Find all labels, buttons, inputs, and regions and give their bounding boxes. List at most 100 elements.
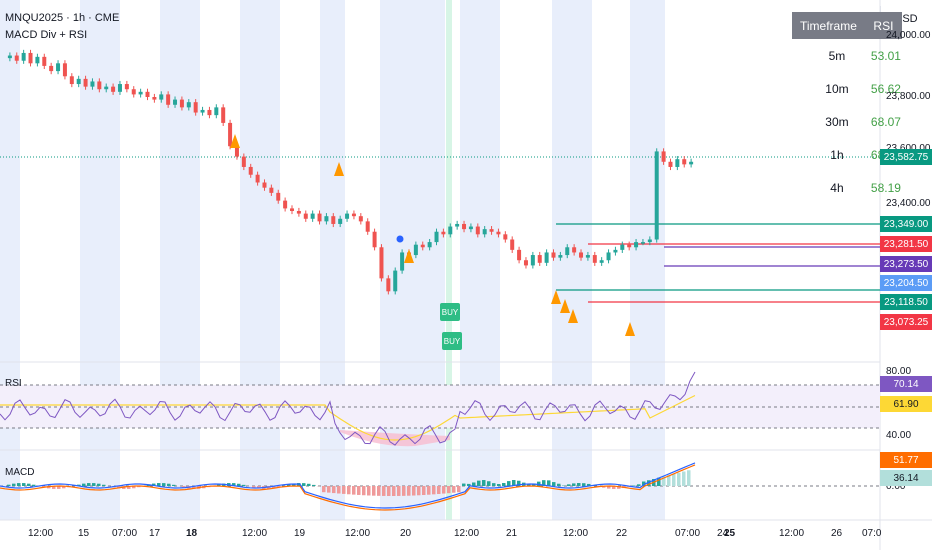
candle-body bbox=[647, 239, 652, 243]
rsi-value-cell: 58.19 bbox=[870, 180, 901, 195]
macd-histogram-bar bbox=[167, 483, 171, 486]
price-tick: 24,000.00 bbox=[886, 30, 931, 41]
table-row: 30m 68.07 bbox=[792, 105, 902, 138]
macd-histogram-bar bbox=[582, 483, 586, 486]
candle-body bbox=[303, 213, 308, 219]
macd-histogram-bar bbox=[252, 486, 256, 488]
macd-histogram-bar bbox=[557, 483, 561, 486]
candle-body bbox=[365, 221, 370, 232]
candle-body bbox=[221, 107, 226, 123]
macd-histogram-bar bbox=[372, 486, 376, 496]
candle-body bbox=[537, 255, 542, 263]
macd-histogram-bar bbox=[687, 470, 691, 486]
macd-histogram-bar bbox=[412, 486, 416, 496]
rsi-tick: 80.00 bbox=[886, 366, 912, 377]
rsi-value-cell: 68.07 bbox=[870, 114, 901, 129]
macd-histogram-bar bbox=[137, 486, 141, 488]
candle-body bbox=[413, 244, 418, 256]
macd-histogram-bar bbox=[352, 486, 356, 495]
rsi-value-cell: 53.01 bbox=[870, 48, 901, 63]
candle-body bbox=[613, 249, 618, 253]
candle-body bbox=[503, 234, 508, 240]
timeframe-cell: 30m bbox=[825, 114, 849, 129]
candle-body bbox=[640, 242, 645, 244]
timeframe-cell: 4h bbox=[830, 180, 844, 195]
candle-body bbox=[468, 226, 473, 230]
macd-histogram-bar bbox=[672, 474, 676, 486]
macd-histogram-bar bbox=[382, 486, 386, 496]
candle-body bbox=[83, 78, 88, 87]
macd-histogram-bar bbox=[42, 486, 46, 488]
macd-histogram-bar bbox=[27, 483, 31, 486]
macd-histogram-bar bbox=[12, 483, 16, 486]
macd-histogram-bar bbox=[452, 486, 456, 493]
indicator-title[interactable]: MACD Div + RSI bbox=[5, 29, 88, 41]
signal-line bbox=[0, 464, 696, 511]
rsi-value-cell: 56.62 bbox=[870, 81, 901, 96]
macd-histogram-bar bbox=[97, 483, 101, 486]
candle-body bbox=[173, 99, 178, 105]
macd-histogram-bar bbox=[312, 484, 316, 486]
macd-histogram-bar bbox=[642, 481, 646, 486]
macd-histogram-bar bbox=[152, 483, 156, 486]
candle-body bbox=[455, 223, 460, 227]
candle-body bbox=[117, 84, 122, 92]
macd-histogram-bar bbox=[407, 486, 411, 496]
candle-body bbox=[393, 270, 398, 292]
rsi-panel-label[interactable]: RSI bbox=[5, 378, 22, 389]
candle-body bbox=[654, 151, 659, 240]
warning-triangle-icon bbox=[568, 309, 578, 323]
candle-body bbox=[510, 239, 515, 250]
candle-body bbox=[283, 200, 288, 209]
macd-histogram-bar bbox=[682, 471, 686, 486]
candle-body bbox=[358, 216, 363, 222]
candle-body bbox=[104, 86, 109, 90]
macd-histogram-bar bbox=[32, 484, 36, 486]
timeframe-cell: 10m bbox=[825, 81, 849, 96]
macd-panel-label[interactable]: MACD bbox=[5, 467, 35, 478]
time-tick: 12:00 bbox=[563, 528, 589, 539]
table-header-timeframe: Timeframe bbox=[792, 12, 865, 39]
candle-body bbox=[248, 166, 253, 175]
candle-body bbox=[21, 52, 26, 61]
time-tick: 24 bbox=[717, 528, 729, 539]
macd-histogram-bar bbox=[22, 483, 26, 486]
time-tick: 17 bbox=[149, 528, 161, 539]
time-tick: 12:00 bbox=[345, 528, 371, 539]
session-band bbox=[160, 0, 200, 520]
macd-histogram-bar bbox=[357, 486, 361, 495]
time-tick: 19 bbox=[294, 528, 306, 539]
macd-histogram-bar bbox=[507, 481, 511, 486]
macd-histogram-bar bbox=[182, 486, 186, 488]
candle-body bbox=[111, 86, 116, 92]
macd-histogram-bar bbox=[657, 477, 661, 486]
last-price-tag: 23,582.75 bbox=[880, 149, 932, 165]
candle-body bbox=[186, 102, 191, 108]
session-band bbox=[240, 0, 280, 520]
candle-body bbox=[14, 55, 19, 61]
symbol-title[interactable]: MNQU2025 · 1h · CME bbox=[5, 12, 120, 24]
macd-histogram-bar bbox=[617, 486, 621, 489]
session-band bbox=[0, 0, 20, 520]
time-tick: 12:00 bbox=[242, 528, 268, 539]
candle-body bbox=[400, 252, 405, 271]
candle-body bbox=[159, 94, 164, 100]
macd-histogram-bar bbox=[127, 486, 131, 489]
candle-body bbox=[42, 56, 47, 66]
candle-body bbox=[138, 91, 143, 95]
candle-body bbox=[255, 174, 260, 183]
rsi-line bbox=[0, 371, 696, 446]
candle-body bbox=[427, 242, 432, 248]
candle-body bbox=[131, 89, 136, 95]
candle-body bbox=[310, 213, 315, 219]
macd-histogram-bar bbox=[532, 483, 536, 486]
macd-histogram-bar bbox=[607, 486, 611, 489]
macd-histogram-bar bbox=[537, 481, 541, 486]
macd-histogram-bar bbox=[552, 482, 556, 486]
session-band bbox=[320, 0, 345, 520]
candle-body bbox=[56, 63, 61, 72]
macd-histogram-bar bbox=[547, 480, 551, 486]
macd-histogram-bar bbox=[647, 480, 651, 486]
macd-histogram-bar bbox=[502, 483, 506, 486]
